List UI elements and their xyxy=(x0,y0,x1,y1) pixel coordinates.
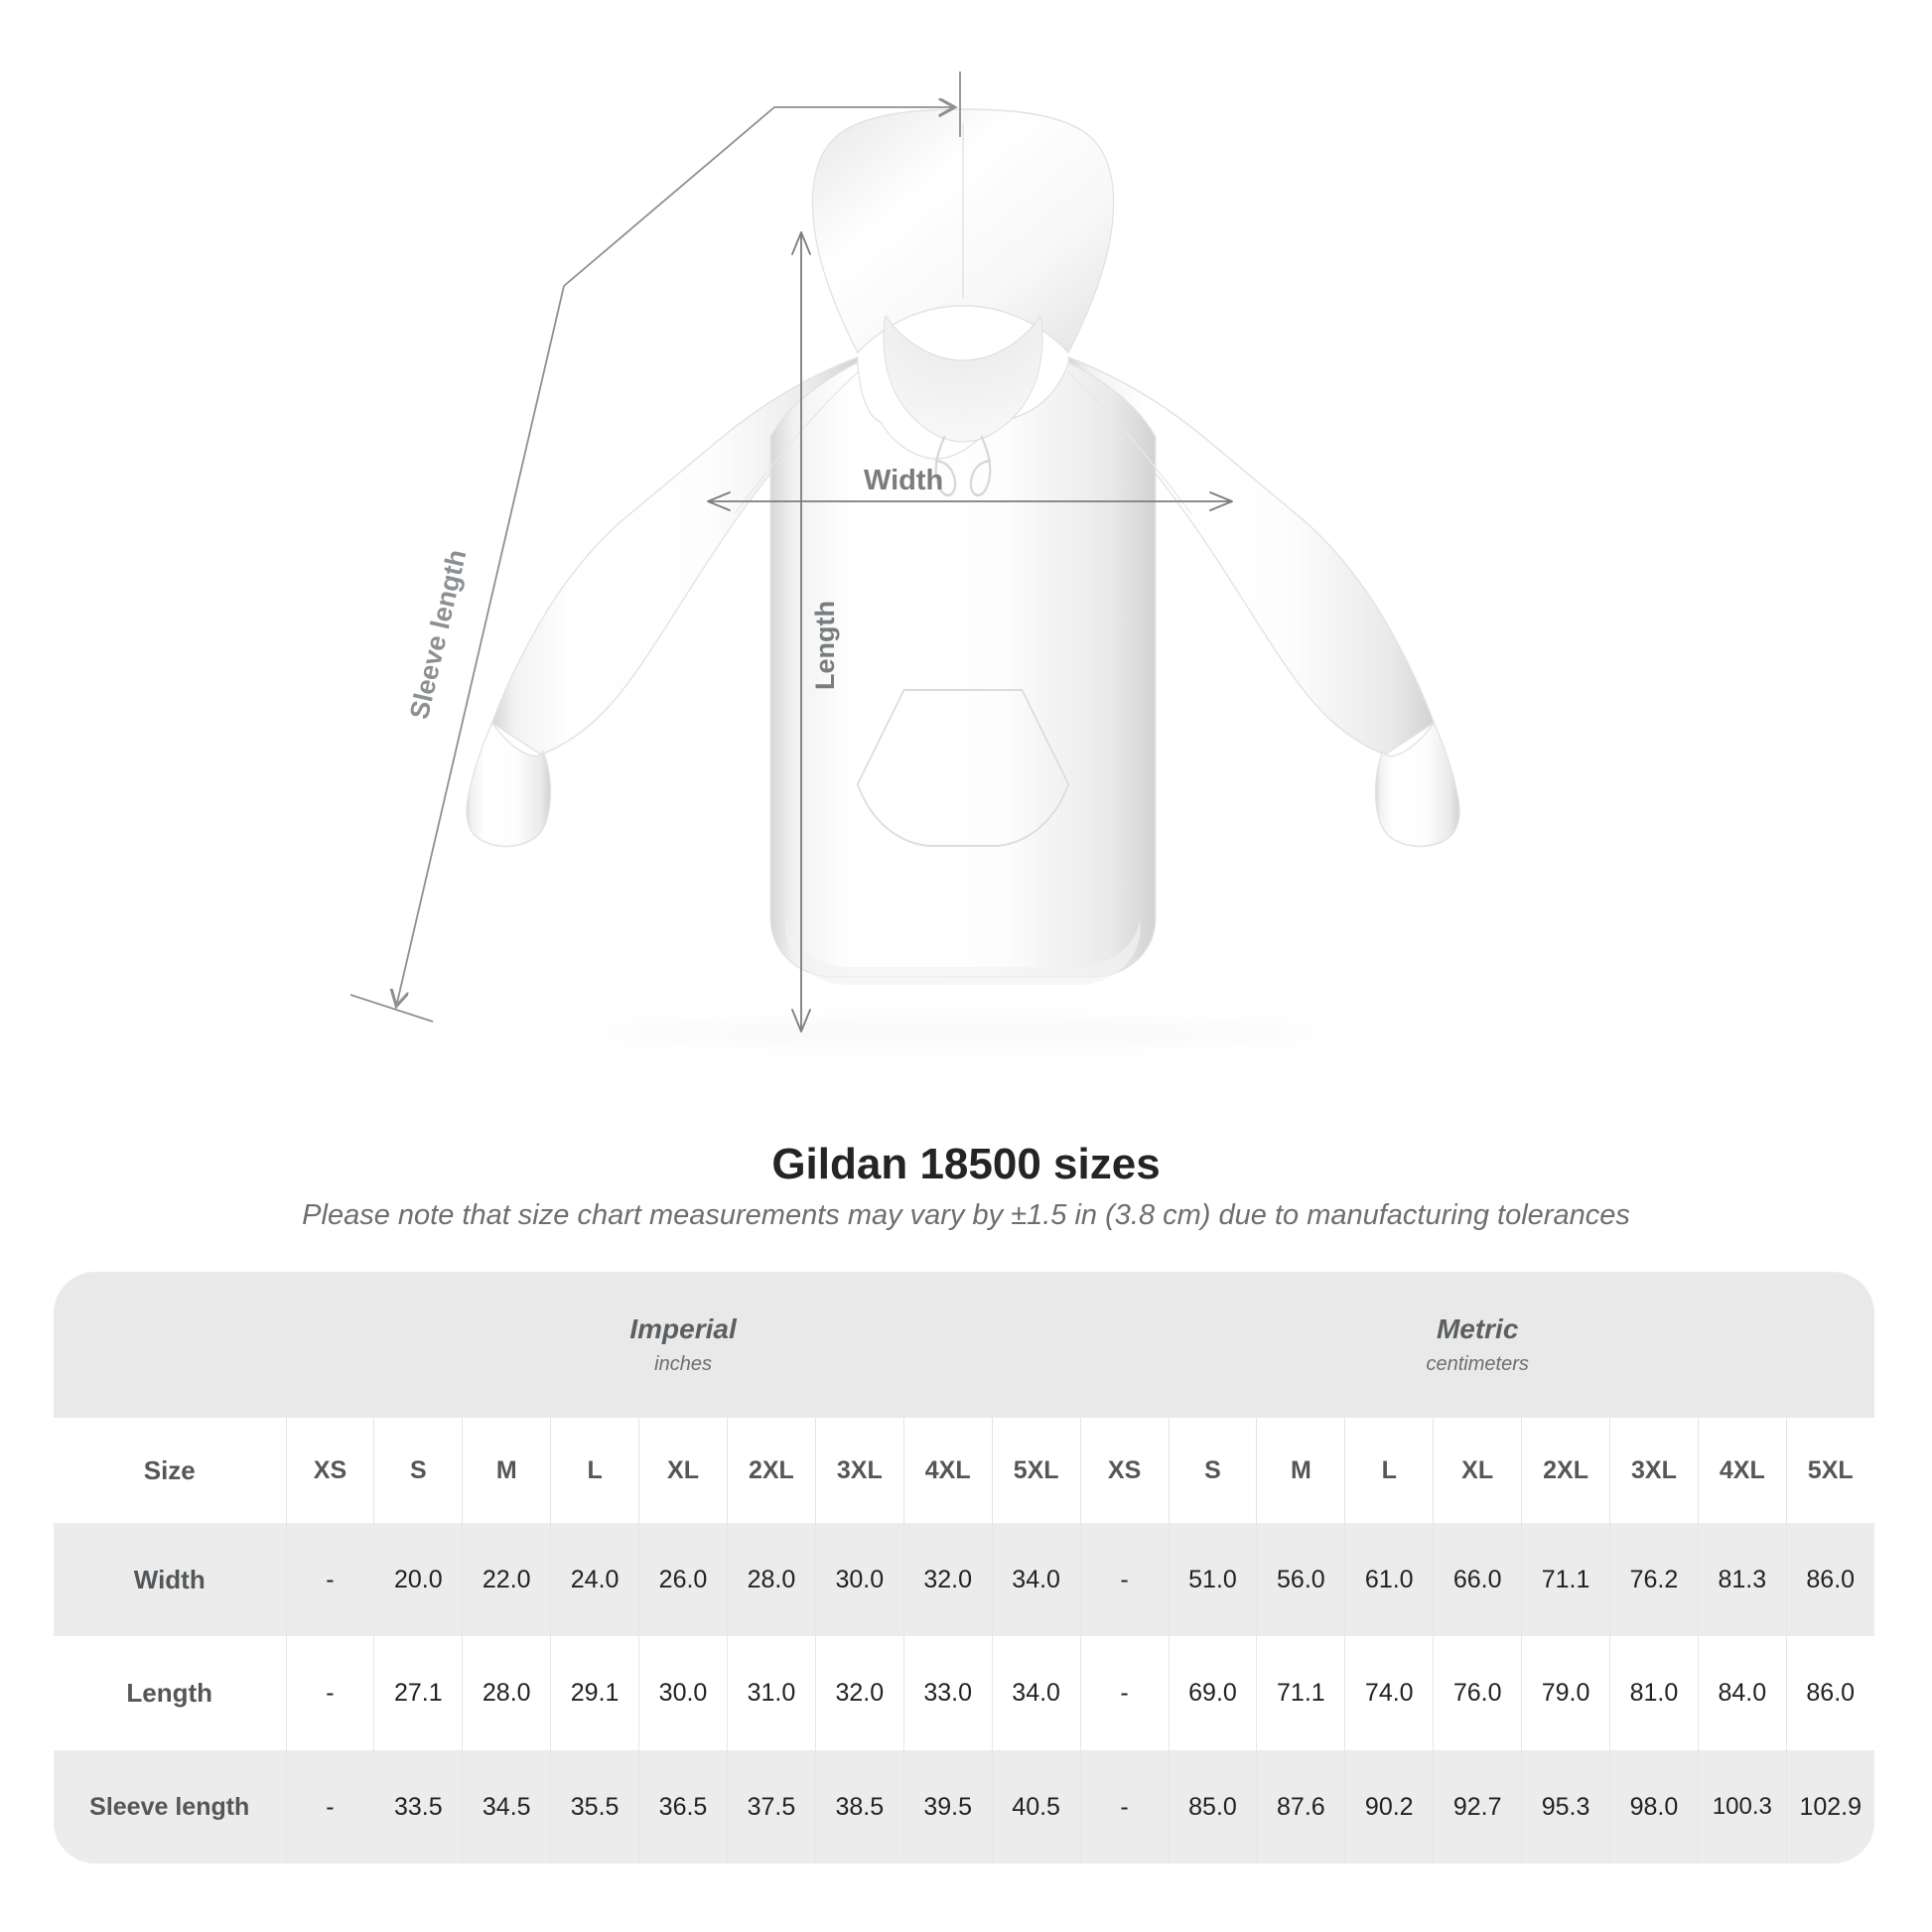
svg-text:Sleeve length: Sleeve length xyxy=(404,547,472,722)
svg-text:Length: Length xyxy=(810,601,840,690)
svg-text:Width: Width xyxy=(864,465,943,496)
